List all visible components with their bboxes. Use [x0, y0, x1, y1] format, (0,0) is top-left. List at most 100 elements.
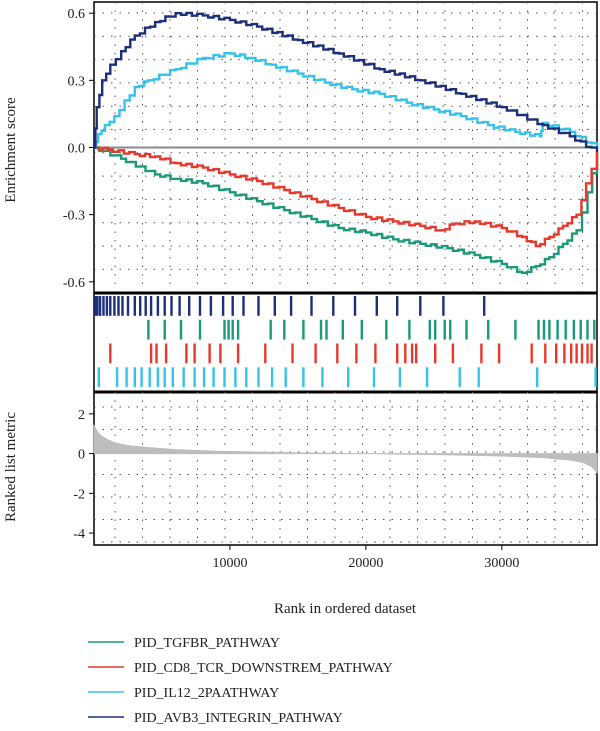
es-y-tick-label: 0.6 — [68, 7, 86, 22]
hit-mark — [170, 296, 173, 316]
hit-mark — [121, 296, 124, 316]
hit-mark — [149, 296, 153, 316]
hit-mark — [236, 343, 240, 364]
hit-mark — [497, 343, 501, 364]
hit-mark — [374, 343, 377, 364]
hit-mark — [579, 319, 582, 340]
hit-mark — [109, 296, 112, 316]
hit-mark — [310, 296, 313, 316]
hit-mark — [586, 319, 589, 340]
es-curve-pid-cd8-tcr-downstrem-pathway — [94, 146, 599, 248]
metric-panel-frame — [93, 391, 598, 546]
hit-mark — [257, 296, 260, 316]
hit-mark — [360, 319, 363, 340]
es-y-tick-label: -0.6 — [63, 276, 85, 291]
hit-mark — [514, 319, 517, 340]
hit-mark — [257, 367, 260, 388]
hit-mark — [164, 343, 168, 364]
hit-mark — [536, 367, 539, 388]
hit-mark — [449, 319, 452, 340]
enrichment-curves — [94, 11, 599, 275]
hit-mark — [428, 319, 431, 340]
hit-mark — [442, 296, 445, 316]
hit-mark — [408, 319, 411, 340]
hit-mark — [140, 367, 143, 388]
legend: PID_TGFBR_PATHWAY PID_CD8_TCR_DOWNSTREM_P… — [88, 636, 393, 726]
hit-mark — [94, 296, 97, 316]
hit-mark — [236, 319, 240, 340]
hit-mark — [564, 319, 567, 340]
hit-mark — [155, 343, 158, 364]
hit-mark — [590, 343, 593, 364]
hit-mark — [133, 296, 136, 316]
hit-mark — [347, 367, 350, 388]
hit-mark — [353, 296, 357, 316]
hit-mark — [283, 319, 286, 340]
hit-mark — [149, 343, 153, 364]
hit-mark — [291, 343, 294, 364]
hit-mark — [302, 319, 305, 340]
hit-mark — [188, 296, 191, 316]
metric-y-tick-label: -4 — [73, 527, 85, 542]
hit-mark — [231, 296, 234, 316]
hit-mark — [223, 367, 226, 388]
hit-mark — [544, 343, 547, 364]
hit-mark — [109, 343, 112, 364]
hit-mark — [156, 367, 160, 388]
hit-mark — [332, 296, 335, 316]
hit-mark — [163, 319, 166, 340]
hit-mark — [234, 367, 237, 388]
hit-mark — [126, 296, 130, 316]
hit-mark — [570, 343, 573, 364]
hit-mark — [487, 319, 490, 340]
hit-mark — [302, 367, 305, 388]
hit-mark — [148, 367, 151, 388]
hit-mark — [483, 296, 486, 316]
x-tick-label: 20000 — [348, 556, 383, 571]
hit-mark — [156, 296, 160, 316]
ranked-metric-area — [93, 423, 598, 474]
x-tick-label: 10000 — [212, 556, 247, 571]
hit-mark — [451, 343, 455, 364]
hit-mark — [219, 343, 222, 364]
hit-mark — [530, 343, 533, 364]
hit-mark — [319, 319, 323, 340]
hits-panel-frame — [93, 292, 598, 393]
x-tick-label: 30000 — [484, 556, 519, 571]
hit-mark — [480, 343, 483, 364]
hit-mark — [147, 319, 150, 340]
hit-mark — [96, 296, 99, 316]
legend-label: PID_IL12_2PAATHWAY — [134, 686, 279, 701]
es-y-tick-label: 0.0 — [68, 142, 86, 157]
hit-mark — [314, 343, 317, 364]
hit-mark — [594, 367, 597, 388]
hit-mark — [102, 296, 105, 316]
enrichment-ylabel: Enrichment score — [3, 97, 19, 203]
hit-mark — [398, 367, 402, 388]
hit-mark — [425, 367, 429, 388]
es-y-tick-label: -0.3 — [63, 209, 85, 224]
ranked-metric-ylabel: Ranked list metric — [3, 412, 19, 522]
hit-mark — [221, 296, 225, 316]
hit-rank-bars — [94, 296, 597, 388]
legend-label: PID_TGFBR_PATHWAY — [134, 636, 280, 651]
hit-mark — [542, 319, 546, 340]
hit-mark — [193, 367, 196, 388]
hit-mark — [396, 343, 399, 364]
es-curve-pid-tgfbr-pathway — [94, 146, 599, 275]
hit-mark — [434, 319, 437, 340]
metric-y-tick-label: 0 — [78, 448, 85, 463]
hit-mark — [97, 367, 100, 388]
hit-mark — [537, 319, 540, 340]
hit-mark — [139, 296, 142, 316]
hit-mark — [198, 319, 202, 340]
es-curve-pid-avb3-integrin-pathway — [94, 11, 599, 152]
hit-mark — [179, 319, 183, 340]
hit-mark — [458, 367, 461, 388]
hit-mark — [163, 367, 166, 388]
hit-mark — [178, 296, 181, 316]
hit-mark — [572, 319, 576, 340]
hit-mark — [163, 296, 166, 316]
hit-mark — [372, 367, 376, 388]
